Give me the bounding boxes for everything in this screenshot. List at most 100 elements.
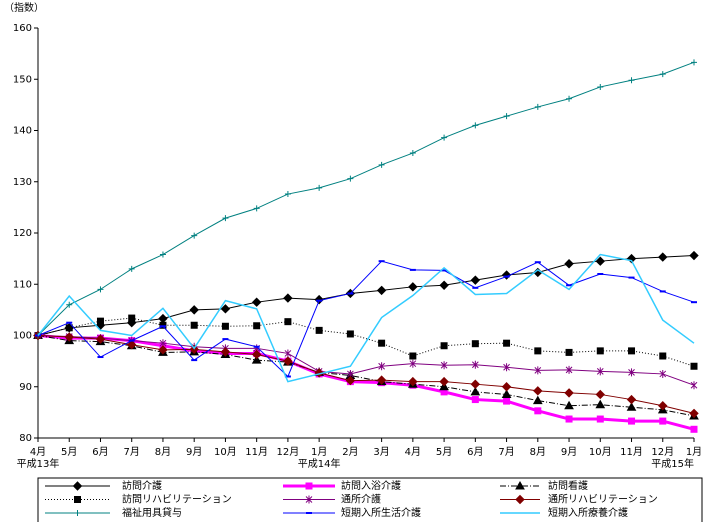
marker (159, 251, 166, 258)
marker (659, 352, 667, 360)
marker (158, 345, 168, 355)
marker (659, 71, 666, 78)
marker (626, 394, 637, 405)
marker (565, 348, 573, 356)
marker (565, 415, 573, 423)
marker (190, 321, 198, 329)
marker (221, 322, 229, 330)
marker (305, 495, 313, 504)
legend-label: 福祉用具貸与 (122, 506, 182, 519)
marker (566, 95, 573, 102)
legend-label: 訪問リハビリテーション (122, 493, 232, 506)
marker (628, 368, 635, 377)
x-tick-label: 11月 (620, 446, 643, 458)
marker (689, 250, 699, 261)
x-tick-label: 3月 (373, 446, 389, 458)
marker (534, 366, 542, 375)
marker (503, 363, 510, 372)
marker (691, 59, 697, 66)
marker (658, 401, 668, 411)
marker (533, 386, 543, 396)
x-tick-label: 1月 (686, 446, 702, 458)
marker (74, 510, 81, 516)
marker (503, 113, 510, 120)
marker (128, 314, 136, 322)
y-tick-label: 140 (13, 126, 32, 137)
marker (251, 355, 262, 364)
marker (222, 215, 229, 222)
x-tick-label: 5月 (61, 446, 77, 458)
marker (159, 321, 167, 329)
x-tick-label: 12月 (277, 446, 300, 458)
marker (96, 317, 104, 325)
marker (409, 150, 416, 157)
marker (628, 77, 635, 84)
marker (128, 265, 135, 272)
series-line (37, 61, 695, 336)
x-tick-label: 7月 (124, 446, 140, 458)
x-tick-label: 12月 (651, 446, 674, 458)
x-tick-label: 2月 (342, 446, 358, 458)
x-tick-label: 5月 (436, 446, 452, 458)
marker (158, 313, 168, 324)
marker (284, 349, 292, 358)
y-tick-label: 100 (13, 331, 32, 342)
marker (596, 415, 604, 423)
marker (689, 408, 699, 419)
x-tick-label: 9月 (186, 446, 202, 458)
marker (470, 275, 481, 285)
marker (66, 301, 73, 308)
marker (596, 347, 604, 355)
marker (74, 496, 81, 503)
legend-box (37, 477, 703, 522)
marker (253, 205, 260, 212)
marker (441, 134, 448, 141)
marker (439, 280, 449, 290)
y-tick-label: 120 (13, 228, 32, 239)
y-tick-label: 80 (19, 433, 32, 444)
marker (470, 386, 481, 396)
marker (472, 122, 479, 129)
marker (251, 297, 262, 307)
marker (345, 375, 356, 386)
marker (283, 356, 293, 366)
x-tick-label: 4月 (405, 446, 421, 458)
marker (253, 322, 261, 330)
marker (440, 342, 448, 350)
marker (305, 482, 313, 490)
marker (534, 347, 542, 355)
legend-label: 訪問看護 (548, 479, 588, 492)
x-tick-label: 7月 (498, 446, 514, 458)
marker (659, 369, 667, 378)
x-tick-label: 8月 (530, 446, 546, 458)
marker (596, 367, 604, 376)
marker (378, 161, 385, 168)
marker (501, 389, 512, 398)
marker (408, 282, 418, 292)
marker (564, 259, 574, 269)
x-tick-label: 9月 (561, 446, 577, 458)
series-line (37, 335, 695, 417)
y-tick-label: 110 (13, 279, 32, 290)
marker (471, 396, 479, 404)
series-line (37, 255, 695, 336)
y-tick-label: 150 (13, 74, 32, 85)
x-tick-label: 10月 (214, 446, 237, 458)
marker (72, 481, 83, 491)
marker (191, 232, 198, 239)
marker (220, 347, 231, 357)
marker (470, 379, 481, 389)
y-axis-label: （指数） (4, 1, 44, 14)
x-tick-label: 6月 (467, 446, 483, 458)
marker (316, 184, 323, 191)
legend-label: 通所介護 (341, 493, 381, 506)
series-line (37, 335, 695, 414)
marker (376, 285, 387, 296)
marker (346, 330, 354, 338)
marker (503, 339, 511, 347)
marker (564, 400, 574, 410)
year-label: 平成15年 (651, 457, 694, 470)
legend-label: 訪問入浴介護 (341, 479, 401, 492)
marker (251, 349, 262, 360)
